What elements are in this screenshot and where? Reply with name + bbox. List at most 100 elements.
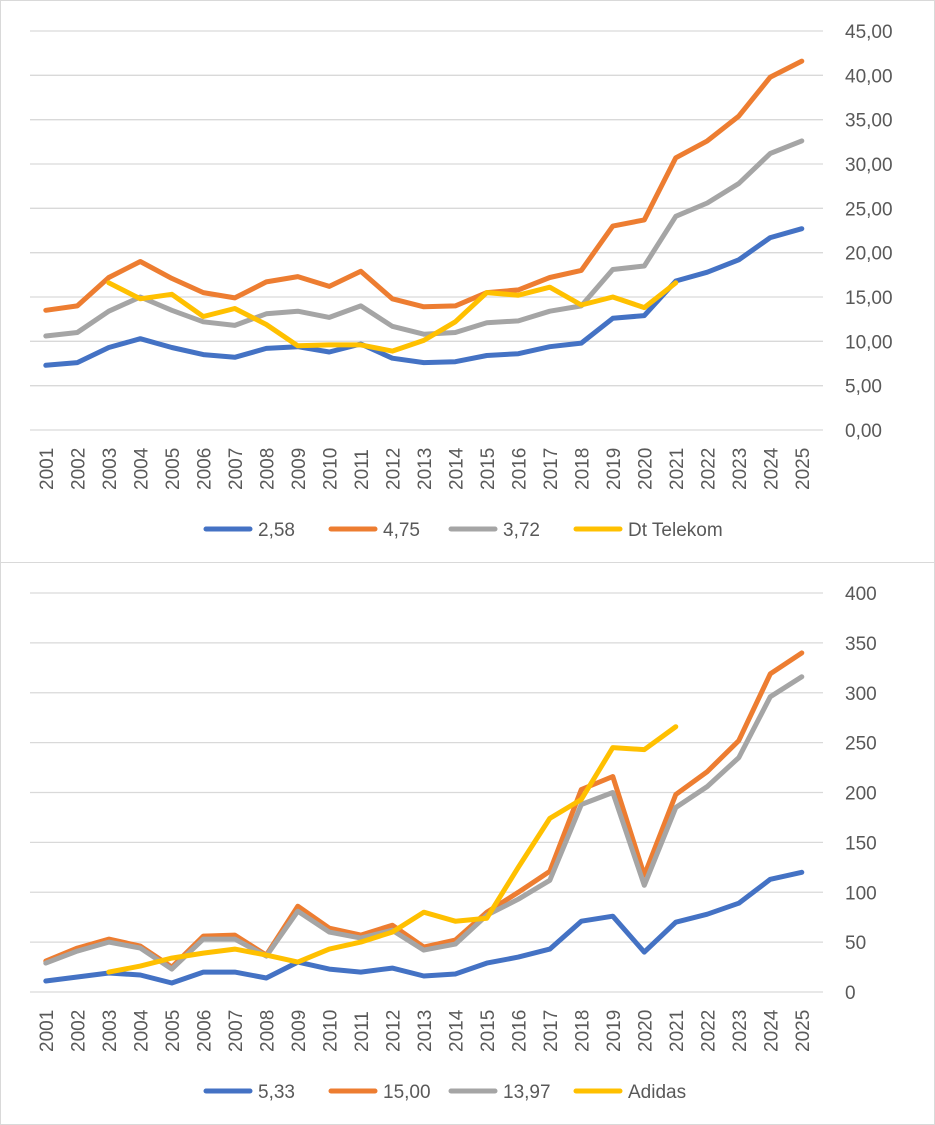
series-line: [43, 58, 805, 313]
x-tick-label: 2013: [415, 1010, 436, 1052]
legend-item: Dt Telekom: [573, 520, 723, 541]
x-tick-label: 2006: [194, 448, 215, 490]
legend-label: 13,97: [503, 1082, 551, 1103]
x-tick-label: 2009: [289, 1010, 310, 1052]
y-tick-label: 250: [845, 734, 877, 755]
y-tick-label: 300: [845, 684, 877, 705]
x-tick-label: 2016: [509, 1010, 530, 1052]
series-13-97: [43, 674, 805, 972]
chart-panel-adidas: 0 50 100 150 200 250 300 350 400 2001 2002 2003 2004…: [0, 562, 935, 1125]
legend-item: 5,33: [203, 1082, 295, 1103]
x-tick-label: 2006: [194, 1010, 215, 1052]
legend-item: 15,00: [328, 1082, 431, 1103]
legend-label: 4,75: [383, 520, 420, 541]
x-tick-label: 2019: [604, 448, 625, 490]
x-tick-label: 2010: [320, 1010, 341, 1052]
x-tick-label: 2007: [226, 448, 247, 490]
x-tick-label: 2018: [572, 448, 593, 490]
x-tick-label: 2020: [635, 448, 656, 490]
x-tick-label: 2012: [383, 448, 404, 490]
y-tick-label: 150: [845, 833, 877, 854]
y-tick-label: 350: [845, 634, 877, 655]
x-tick-label: 2022: [698, 1010, 719, 1052]
y-tick-label: 45,00: [845, 22, 893, 43]
x-tick-label: 2015: [478, 1010, 499, 1052]
x-tick-label: 2008: [257, 1010, 278, 1052]
x-tick-label: 2011: [352, 449, 373, 490]
y-tick-label: 15,00: [845, 288, 893, 309]
series-line: [106, 724, 679, 975]
x-tick-label: 2007: [226, 1010, 247, 1052]
x-tick-label: 2001: [37, 1010, 58, 1052]
series-dt-telekom: [106, 280, 679, 354]
x-tick-label: 2016: [509, 448, 530, 490]
x-tick-label: 2003: [100, 1010, 121, 1052]
x-tick-label: 2014: [446, 447, 467, 490]
x-tick-label: 2008: [257, 448, 278, 490]
series-4-75: [43, 58, 805, 313]
line-chart-adidas: 0 50 100 150 200 250 300 350 400 2001 2002 2003 2004…: [30, 584, 877, 1103]
y-tick-label: 0,00: [845, 421, 882, 442]
x-tick-label: 2023: [730, 448, 751, 490]
legend-label: 5,33: [258, 1082, 295, 1103]
y-tick-label: 40,00: [845, 66, 893, 87]
x-tick-label: 2023: [730, 1010, 751, 1052]
y-tick-label: 50: [845, 933, 866, 954]
x-tick-label: 2013: [415, 448, 436, 490]
x-tick-label: 2001: [37, 448, 58, 490]
x-tick-label: 2005: [163, 1010, 184, 1052]
x-tick-label: 2014: [446, 1009, 467, 1052]
x-tick-label: 2011: [352, 1011, 373, 1052]
y-tick-label: 25,00: [845, 199, 893, 220]
x-tick-label: 2025: [793, 448, 814, 490]
x-tick-label: 2019: [604, 1010, 625, 1052]
series-line: [43, 138, 805, 339]
legend-label: 2,58: [258, 520, 295, 541]
series-line: [43, 674, 805, 972]
x-tick-label: 2024: [761, 447, 782, 490]
x-tick-label: 2003: [100, 448, 121, 490]
y-tick-label: 200: [845, 784, 877, 805]
legend-item: Adidas: [573, 1082, 686, 1103]
x-tick-label: 2009: [289, 448, 310, 490]
y-tick-label: 10,00: [845, 332, 893, 353]
series-adidas: [106, 724, 679, 975]
x-tick-label: 2025: [793, 1010, 814, 1052]
legend-item: 4,75: [328, 520, 420, 541]
x-tick-label: 2020: [635, 1010, 656, 1052]
series-5-33: [43, 869, 805, 986]
legend-label: Adidas: [628, 1082, 686, 1103]
legend-label: 15,00: [383, 1082, 431, 1103]
x-tick-label: 2004: [131, 447, 152, 490]
y-tick-label: 100: [845, 883, 877, 904]
series-line: [43, 869, 805, 986]
x-tick-label: 2017: [541, 1010, 562, 1052]
x-tick-label: 2005: [163, 448, 184, 490]
x-tick-label: 2022: [698, 448, 719, 490]
y-tick-label: 0: [845, 983, 856, 1004]
x-tick-label: 2002: [68, 1010, 89, 1052]
x-tick-label: 2024: [761, 1009, 782, 1052]
y-tick-label: 5,00: [845, 377, 882, 398]
x-tick-label: 2010: [320, 448, 341, 490]
line-chart-telekom: 0,00 5,00 10,00 15,00 20,00 25,00 30,00 35,00 40…: [30, 22, 893, 541]
series-line: [106, 280, 679, 354]
x-tick-label: 2002: [68, 448, 89, 490]
x-tick-label: 2012: [383, 1010, 404, 1052]
y-tick-label: 30,00: [845, 155, 893, 176]
x-tick-label: 2021: [667, 1010, 688, 1052]
y-tick-label: 20,00: [845, 244, 893, 265]
y-tick-label: 35,00: [845, 111, 893, 132]
legend-label: Dt Telekom: [628, 520, 723, 541]
chart-panel-telekom: 0,00 5,00 10,00 15,00 20,00 25,00 30,00 35,00 40…: [0, 0, 935, 563]
legend-item: 2,58: [203, 520, 295, 541]
y-tick-label: 400: [845, 584, 877, 605]
x-tick-label: 2017: [541, 448, 562, 490]
legend-label: 3,72: [503, 520, 540, 541]
legend-item: 3,72: [448, 520, 540, 541]
x-tick-label: 2015: [478, 448, 499, 490]
x-tick-label: 2018: [572, 1010, 593, 1052]
legend-item: 13,97: [448, 1082, 551, 1103]
x-tick-label: 2021: [667, 448, 688, 490]
x-tick-label: 2004: [131, 1009, 152, 1052]
